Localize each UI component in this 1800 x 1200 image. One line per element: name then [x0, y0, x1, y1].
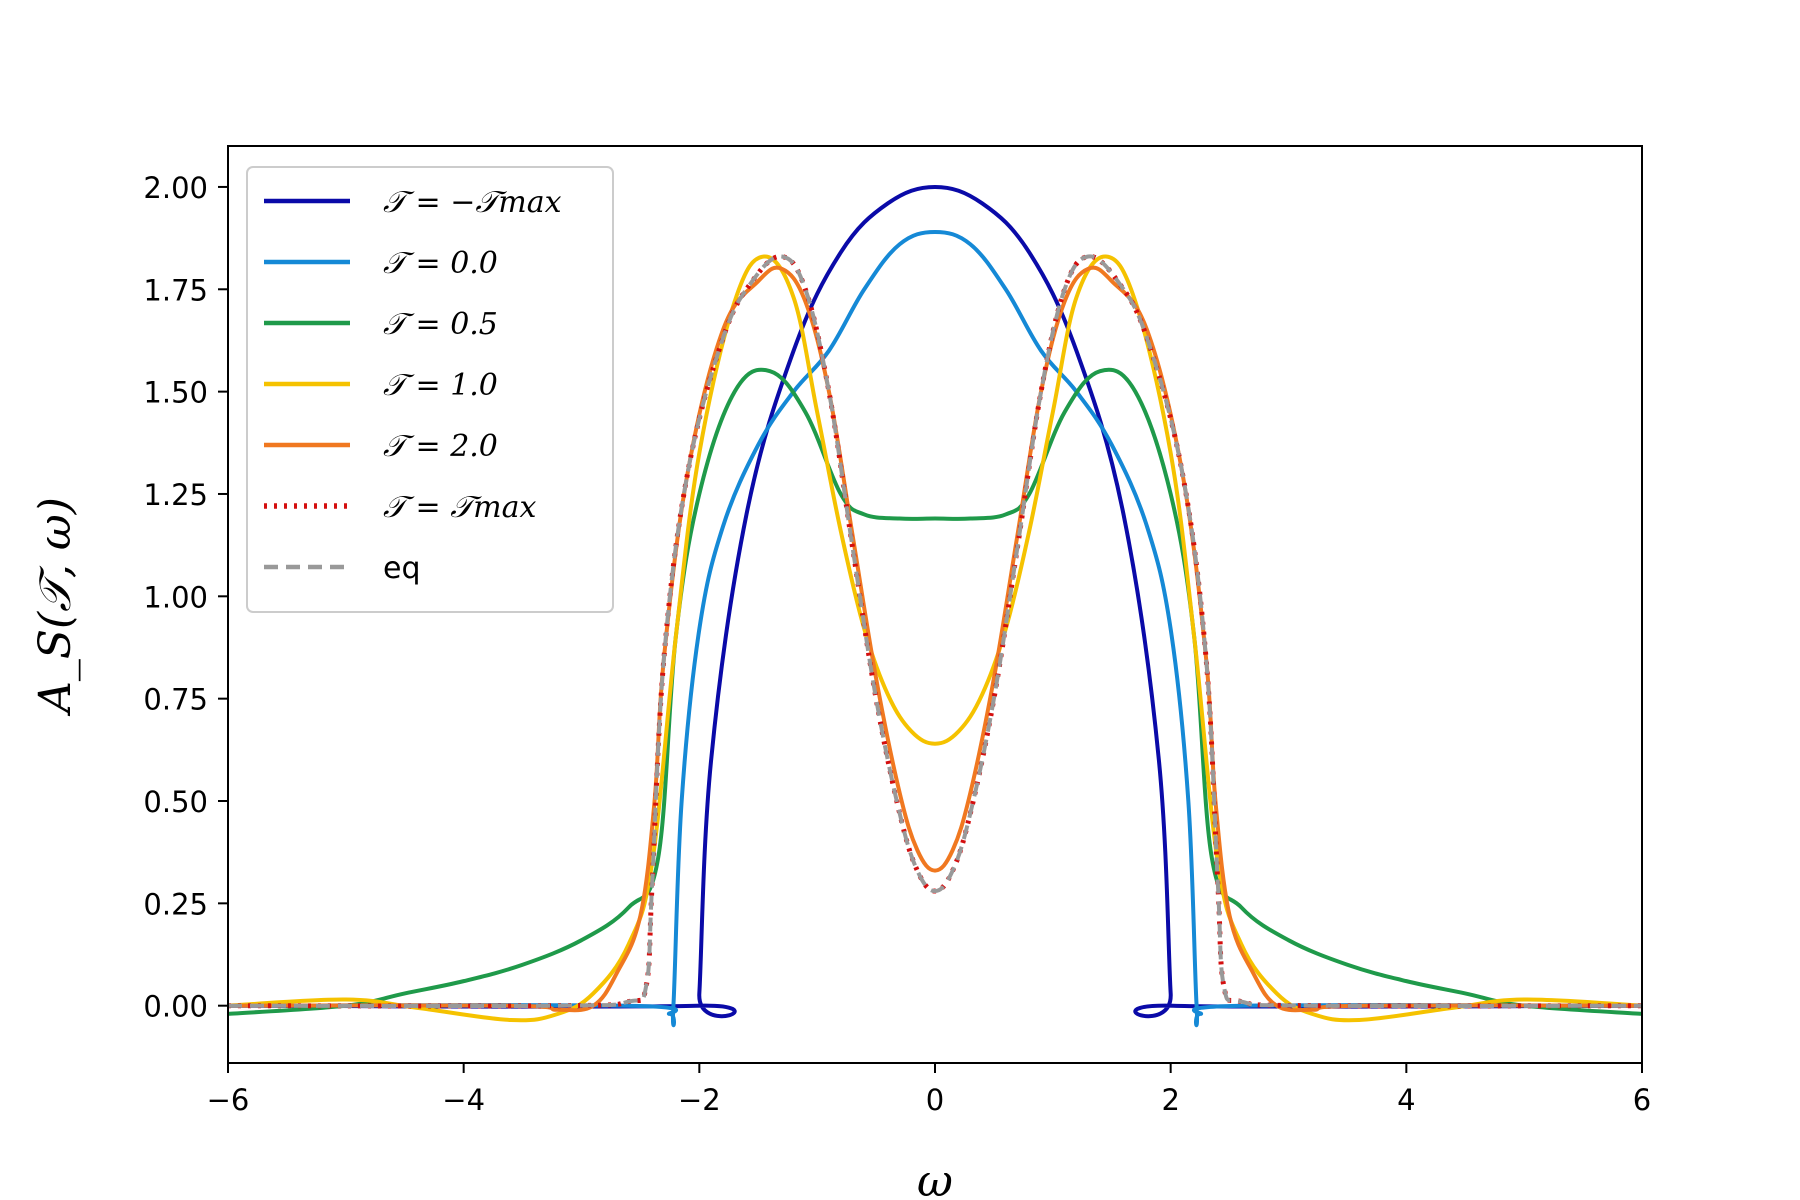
y-tick-label: 1.75	[143, 273, 208, 307]
x-tick-label: 4	[1397, 1083, 1415, 1117]
y-axis-title: A_S(𝒯, ω)	[30, 497, 81, 717]
legend-label: 𝒯 = 𝒯max	[383, 490, 537, 525]
legend-box	[246, 166, 614, 613]
y-tick-label: 2.00	[143, 171, 208, 205]
y-tick-label: 1.00	[143, 580, 208, 614]
series-line-7	[228, 254, 1642, 1009]
legend-label: eq	[383, 551, 421, 586]
y-tick-label: 0.50	[143, 785, 208, 819]
legend-label: 𝒯 = 0.0	[383, 246, 498, 281]
legend-label: 𝒯 = 0.5	[383, 307, 498, 342]
legend-label: 𝒯 = 1.0	[383, 368, 498, 403]
y-tick-label: 0.00	[143, 990, 208, 1024]
x-tick-label: −4	[442, 1083, 485, 1117]
y-tick-label: 0.75	[143, 683, 208, 717]
y-axis: 0.00 0.25 0.50 0.75 1.00 1.25 1.50 1.75 2.00	[143, 171, 228, 1024]
series-line-1	[228, 184, 1642, 1019]
legend-label: 𝒯 = −𝒯max	[383, 185, 562, 220]
x-tick-label: 0	[926, 1083, 944, 1117]
legend: 𝒯 = −𝒯max 𝒯 = 0.0 𝒯 = 0.5 𝒯 = 1.0 𝒯 = 2.0 𝒯 =…	[246, 166, 614, 613]
y-tick-label: 1.25	[143, 478, 208, 512]
legend-label: 𝒯 = 2.0	[383, 429, 498, 464]
x-tick-label: 2	[1161, 1083, 1179, 1117]
x-axis-title: ω	[917, 1156, 953, 1200]
series-line-3	[228, 367, 1642, 1016]
series-lines	[228, 184, 1642, 1027]
y-tick-label: 0.25	[143, 887, 208, 921]
series-line-2	[228, 229, 1642, 1027]
y-tick-label: 1.50	[143, 376, 208, 410]
x-tick-label: 6	[1633, 1083, 1651, 1117]
x-axis: −6 −4 −2 0 2 4 6	[207, 1063, 1651, 1117]
x-tick-label: −6	[207, 1083, 250, 1117]
x-tick-label: −2	[678, 1083, 721, 1117]
